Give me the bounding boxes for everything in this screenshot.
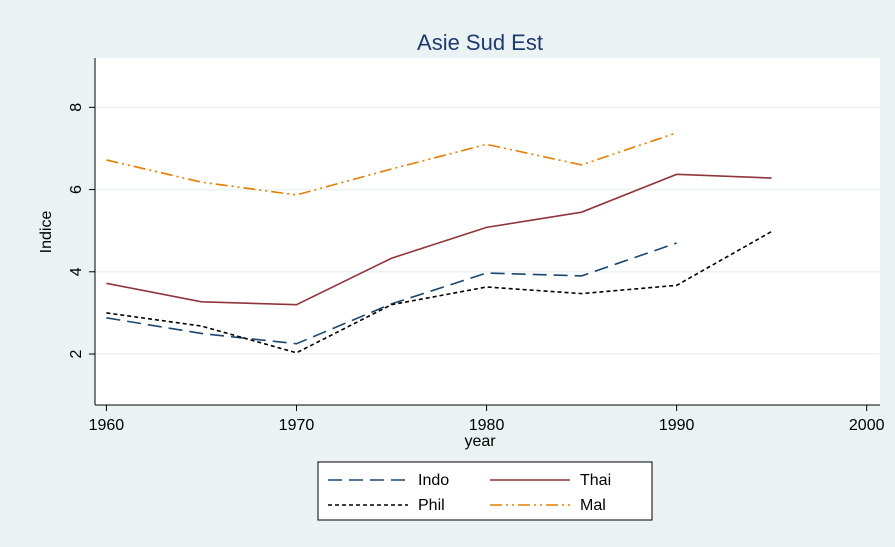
y-axis-label: Indice <box>38 211 55 254</box>
x-tick-label: 2000 <box>849 417 885 434</box>
series-line <box>106 132 677 196</box>
x-tick-label: 1960 <box>89 417 125 434</box>
chart-title: Asie Sud Est <box>417 30 543 55</box>
legend-label: Mal <box>580 497 606 514</box>
y-tick-label: 6 <box>68 185 85 194</box>
x-tick-label: 1990 <box>659 417 695 434</box>
y-tick-label: 2 <box>68 349 85 358</box>
legend-label: Thai <box>580 472 611 489</box>
series-line <box>106 173 772 306</box>
x-axis-label: year <box>464 433 496 450</box>
legend-label: Phil <box>418 497 445 514</box>
legend-label: Indo <box>418 472 449 489</box>
legend-box <box>317 461 653 521</box>
y-tick-label: 4 <box>68 267 85 276</box>
series-line <box>106 230 773 354</box>
plot-area <box>95 58 880 405</box>
x-tick-label: 1970 <box>279 417 315 434</box>
x-tick-label: 1980 <box>469 417 505 434</box>
series-line <box>106 242 677 345</box>
y-tick-label: 8 <box>68 103 85 112</box>
